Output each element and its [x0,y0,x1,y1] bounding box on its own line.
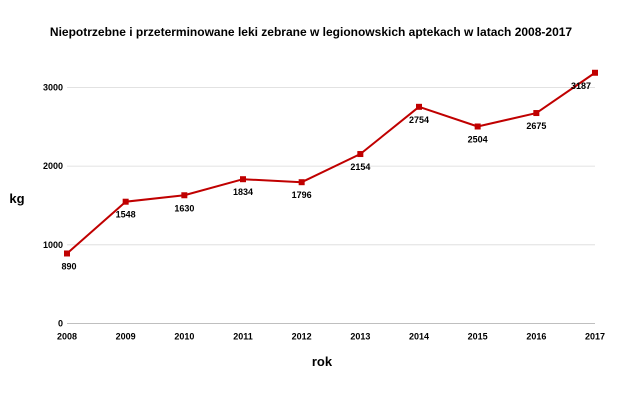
x-axis-label: rok [312,354,333,369]
y-axis-label: kg [9,191,24,206]
gridlines [67,87,595,246]
data-label: 2154 [350,162,370,172]
data-point [533,110,540,117]
y-tick-label: 3000 [43,82,63,92]
data-label: 1630 [174,203,194,213]
data-label: 2675 [526,121,546,131]
y-tick-labels: 0 1000 2000 3000 [43,82,63,328]
x-tick-label: 2009 [116,332,136,342]
data-label: 2504 [468,134,488,144]
x-tick-label: 2008 [57,332,77,342]
data-point [474,123,481,130]
data-label: 2754 [409,115,429,125]
data-label: 890 [61,261,76,271]
x-tick-label: 2013 [350,332,370,342]
x-tick-label: 2011 [233,332,253,342]
data-label: 1834 [233,187,253,197]
data-point [240,176,246,183]
series-kg [64,69,598,257]
series-line [66,71,596,255]
x-tick-label: 2016 [526,332,546,342]
data-point [64,250,70,257]
y-tick-label: 0 [58,319,63,329]
data-point [298,179,305,186]
x-tick-label: 2010 [174,332,194,342]
data-point [181,192,188,199]
data-labels: 890 1548 1630 1834 1796 2154 2754 2504 2675 3187 [61,81,591,272]
data-label: 3187 [571,81,591,91]
data-point [416,103,422,110]
y-tick-label: 2000 [43,161,63,171]
y-tick-label: 1000 [43,240,63,250]
chart-title: Niepotrzebne i przeterminowane leki zebr… [50,25,573,39]
data-point [592,69,598,76]
x-tick-labels: 2008 2009 2010 2011 2012 2013 2014 2015 2016 2017 [57,332,605,342]
x-tick-label: 2012 [292,332,312,342]
x-tick-label: 2014 [409,332,429,342]
data-label: 1548 [116,210,136,220]
data-point [357,151,364,158]
data-point [122,198,129,205]
x-tick-label: 2015 [468,332,488,342]
data-label: 1796 [292,190,312,200]
x-tick-label: 2017 [585,332,605,342]
